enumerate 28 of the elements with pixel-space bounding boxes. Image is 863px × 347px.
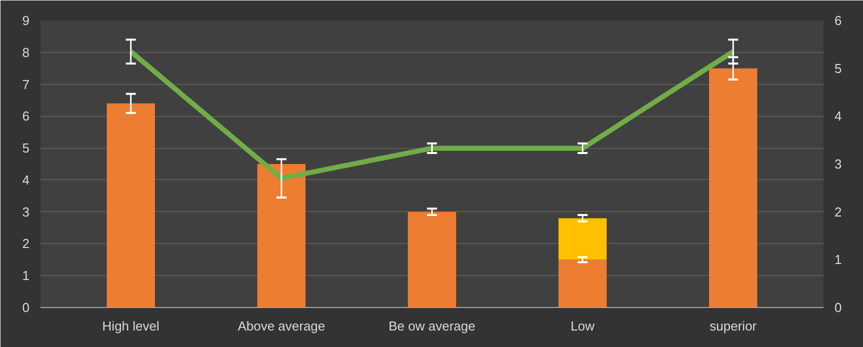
y-tick-label: 8 (22, 44, 30, 60)
x-tick-label: High level (102, 318, 160, 334)
bar (558, 218, 607, 260)
bar (106, 103, 155, 308)
x-tick-label: Low (570, 318, 596, 334)
bar (257, 164, 306, 308)
x-tick-label: superior (710, 318, 758, 334)
y-tick-label: 3 (22, 204, 30, 220)
y-tick-label: 6 (22, 108, 30, 124)
bar (408, 212, 456, 308)
y-tick-label: 5 (22, 140, 30, 156)
y-tick-label: 7 (22, 76, 30, 92)
y2-tick-label: 0 (834, 300, 842, 315)
y2-tick-label: 4 (834, 108, 842, 124)
y2-tick-label: 1 (834, 252, 842, 268)
y2-tick-label: 5 (834, 60, 842, 76)
y-tick-label: 0 (22, 300, 30, 315)
y-tick-label: 9 (22, 13, 30, 28)
y-tick-label: 1 (22, 268, 30, 284)
y-tick-label: 4 (22, 172, 30, 188)
x-tick-label: Above average (238, 318, 326, 334)
bar (709, 68, 758, 308)
x-tick-label: Be ow average (388, 318, 476, 334)
y2-tick-label: 3 (834, 156, 842, 172)
bar (558, 260, 607, 308)
y2-tick-label: 6 (834, 13, 842, 28)
y-tick-label: 2 (22, 236, 30, 252)
y2-tick-label: 2 (834, 204, 842, 220)
